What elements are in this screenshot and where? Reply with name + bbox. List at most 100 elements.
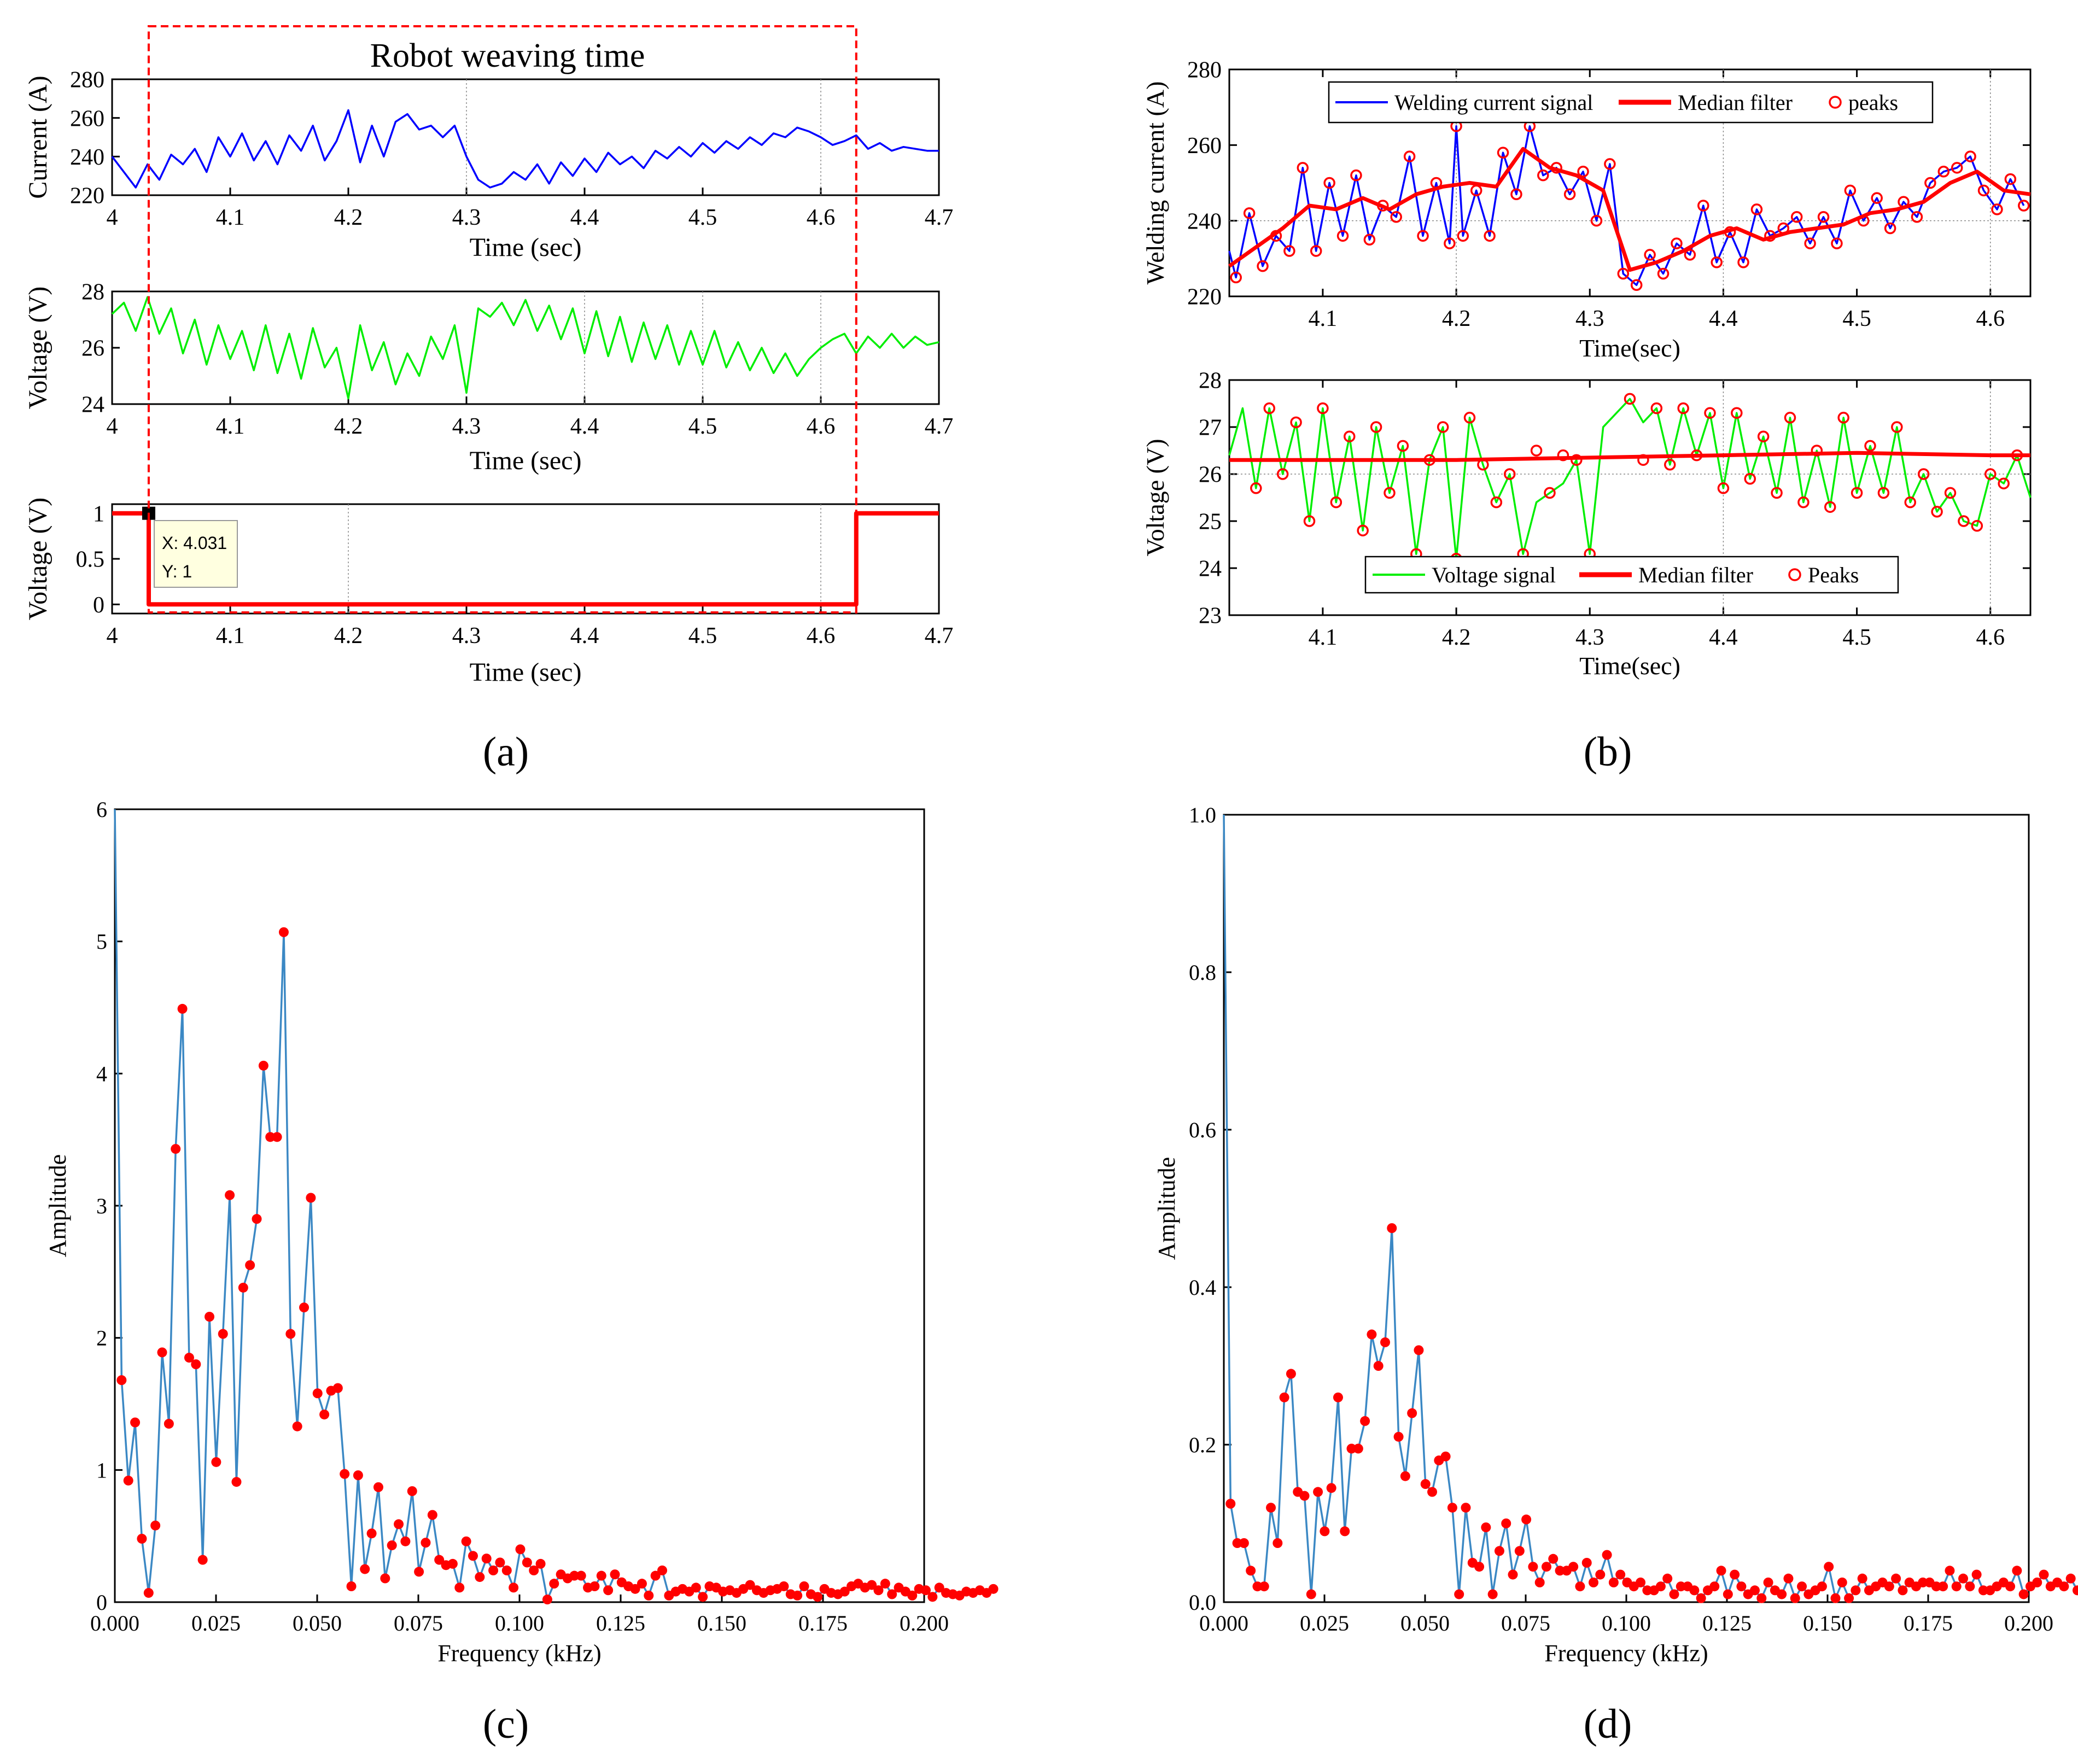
spectrum-point xyxy=(1589,1578,1599,1587)
peak-marker xyxy=(1637,454,1649,466)
plot-frame-a2 xyxy=(111,290,940,405)
spectrum-point xyxy=(1461,1503,1471,1513)
spectrum-point xyxy=(1380,1337,1390,1347)
y-tick-label: 1 xyxy=(96,1458,107,1482)
peak-marker xyxy=(1824,501,1836,513)
peak-marker xyxy=(1784,412,1796,424)
spectrum-point xyxy=(238,1282,248,1293)
panel-label-d: (d) xyxy=(1584,1701,1632,1747)
spectrum-point xyxy=(468,1551,478,1561)
peak-marker xyxy=(1457,230,1469,242)
spectrum-point xyxy=(1407,1408,1417,1418)
peak-marker xyxy=(1898,196,1910,208)
peak-marker xyxy=(1497,147,1509,159)
peak-marker xyxy=(1530,445,1543,457)
spectrum-point xyxy=(1239,1538,1249,1548)
spectrum-point xyxy=(340,1469,350,1479)
spectrum-point xyxy=(988,1584,999,1594)
spectrum-point xyxy=(1320,1526,1330,1537)
panel-label-c: (c) xyxy=(483,1701,529,1747)
spectrum-point xyxy=(1393,1432,1404,1442)
legend-b1: Welding current signal Median filter pea… xyxy=(1328,81,1934,124)
peak-marker xyxy=(1310,245,1322,257)
peak-marker xyxy=(1557,449,1569,462)
spectrum-point xyxy=(299,1302,310,1313)
spectrum-point xyxy=(1373,1361,1384,1371)
peak-marker xyxy=(1797,496,1810,509)
spectrum-point xyxy=(1898,1585,1908,1596)
spectrum-point xyxy=(549,1579,559,1589)
x-tick-label: 4 xyxy=(107,623,118,649)
spectrum-point xyxy=(509,1582,519,1593)
x-tick-label: 4.5 xyxy=(688,414,717,439)
peak-marker xyxy=(1817,211,1830,223)
datatip[interactable]: X: 4.031 Y: 1 xyxy=(154,520,238,588)
x-tick-label: 4.6 xyxy=(807,623,836,649)
spectrum-point xyxy=(1736,1581,1747,1592)
peak-marker xyxy=(1537,169,1549,182)
spectrum-line xyxy=(114,809,994,1601)
x-tick-label: 4.2 xyxy=(1442,625,1471,650)
spectrum-point xyxy=(1608,1578,1619,1587)
y-tick-label: 0.4 xyxy=(1189,1275,1216,1300)
spectrum-point xyxy=(1521,1514,1532,1524)
plot-frame-a1 xyxy=(111,78,940,196)
x-tick-label: 0.175 xyxy=(1904,1611,1953,1636)
spectrum-point xyxy=(522,1557,532,1568)
spectrum-point xyxy=(123,1475,133,1486)
spectrum-point xyxy=(1817,1581,1827,1592)
peak-marker xyxy=(1671,237,1683,249)
spectrum-point xyxy=(447,1558,458,1569)
peak-marker xyxy=(1336,230,1349,242)
x-tick-label: 0.050 xyxy=(293,1611,342,1636)
x-tick-label: 0.200 xyxy=(900,1611,949,1636)
peak-marker xyxy=(1931,506,1943,518)
median-filter-line xyxy=(1228,147,2031,272)
y-tick-label: 27 xyxy=(1199,416,1222,441)
spectrum-point xyxy=(1299,1491,1310,1501)
peak-marker xyxy=(1484,230,1496,242)
y-tick-label: 23 xyxy=(1199,604,1222,629)
peak-marker xyxy=(1650,402,1663,414)
peak-marker xyxy=(1844,184,1857,197)
spectrum-point xyxy=(1730,1569,1740,1580)
weave-title: Robot weaving time xyxy=(370,37,645,74)
spectrum-point xyxy=(434,1555,445,1565)
x-tick-label: 4.3 xyxy=(452,205,481,230)
peak-marker xyxy=(1811,445,1823,457)
spectrum-point xyxy=(2059,1581,2069,1592)
x-axis-label: Time(sec) xyxy=(1579,334,1680,362)
peak-marker xyxy=(1290,416,1302,429)
spectrum-point xyxy=(1669,1589,1679,1599)
spectrum-point xyxy=(813,1592,823,1602)
x-tick-label: 0.150 xyxy=(1803,1611,1852,1636)
legend-b2-median: Median filter xyxy=(1638,563,1753,587)
spectrum-point xyxy=(1756,1593,1767,1603)
x-tick-label: 4.1 xyxy=(1309,625,1338,650)
peak-marker xyxy=(1417,230,1429,242)
spectrum-point xyxy=(454,1582,465,1593)
spectrum-point xyxy=(1494,1546,1504,1556)
y-tick-label: 280 xyxy=(70,68,104,93)
voltage-signal-line xyxy=(1228,398,2032,560)
spectrum-point xyxy=(265,1132,276,1142)
y-tick-label: 1.0 xyxy=(1189,803,1216,827)
y-tick-label: 0 xyxy=(96,1590,107,1615)
spectrum-point xyxy=(461,1536,471,1546)
x-tick-label: 4.6 xyxy=(1976,306,2005,331)
spectrum-point xyxy=(1844,1593,1854,1603)
spectrum-point xyxy=(278,927,289,937)
spectrum-point xyxy=(1971,1569,1982,1580)
peak-marker xyxy=(1737,256,1749,268)
peak-marker xyxy=(1711,256,1723,268)
peak-marker xyxy=(1276,468,1289,480)
y-tick-label: 0.6 xyxy=(1189,1118,1216,1142)
peak-marker xyxy=(1951,162,1963,174)
peak-marker xyxy=(2018,200,2030,212)
spectrum-point xyxy=(1851,1585,1861,1596)
peak-marker xyxy=(1323,177,1335,189)
x-tick-label: 4.5 xyxy=(688,623,717,649)
spectrum-point xyxy=(130,1417,141,1428)
x-tick-label: 0.025 xyxy=(1300,1611,1349,1636)
spectrum-point xyxy=(205,1312,215,1322)
